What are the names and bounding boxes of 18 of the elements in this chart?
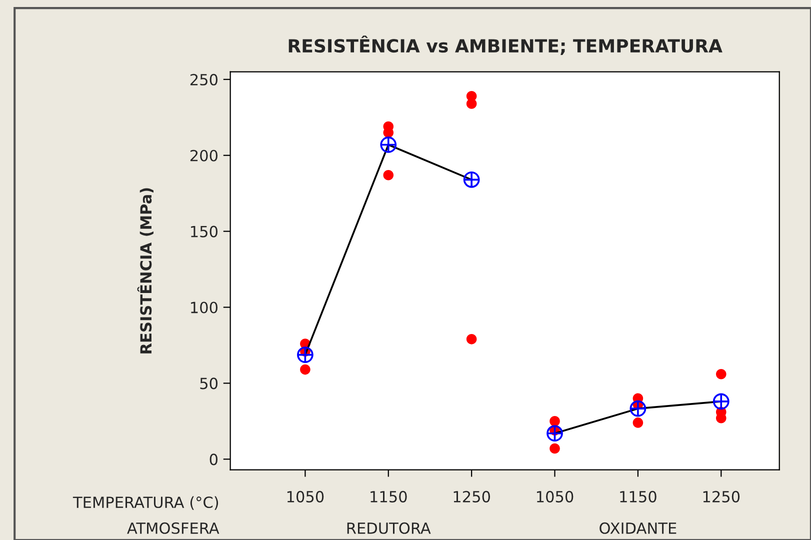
y-tick-label: 200: [190, 150, 218, 162]
x-tick-label: 1050: [287, 490, 324, 502]
y-tick-label: 150: [191, 226, 218, 238]
text: TEMPERATURA (°C): [72, 496, 218, 510]
x-tick-label: 1150: [620, 490, 656, 502]
y-tick-label: 0: [210, 454, 218, 466]
x-tick-label: 1250: [454, 490, 490, 502]
x-tick-label: 1150: [370, 490, 407, 502]
chart-title: RESISTÊNCIA vs AMBIENTE; TEMPERATURA: [288, 36, 722, 55]
text: REDUTORA: [347, 522, 431, 534]
y-tick-label: 100: [191, 302, 218, 314]
x-tick-label: 1050: [537, 490, 574, 502]
text: ATMOSFERA: [127, 522, 220, 534]
x-tick-label: 1250: [703, 490, 740, 502]
text: OXIDANTE: [600, 522, 676, 534]
y-tick-label: 50: [200, 378, 218, 390]
y-axis-title: RESISTÊNCIA (MPa): [137, 188, 154, 354]
y-tick-label: 250: [190, 74, 218, 86]
